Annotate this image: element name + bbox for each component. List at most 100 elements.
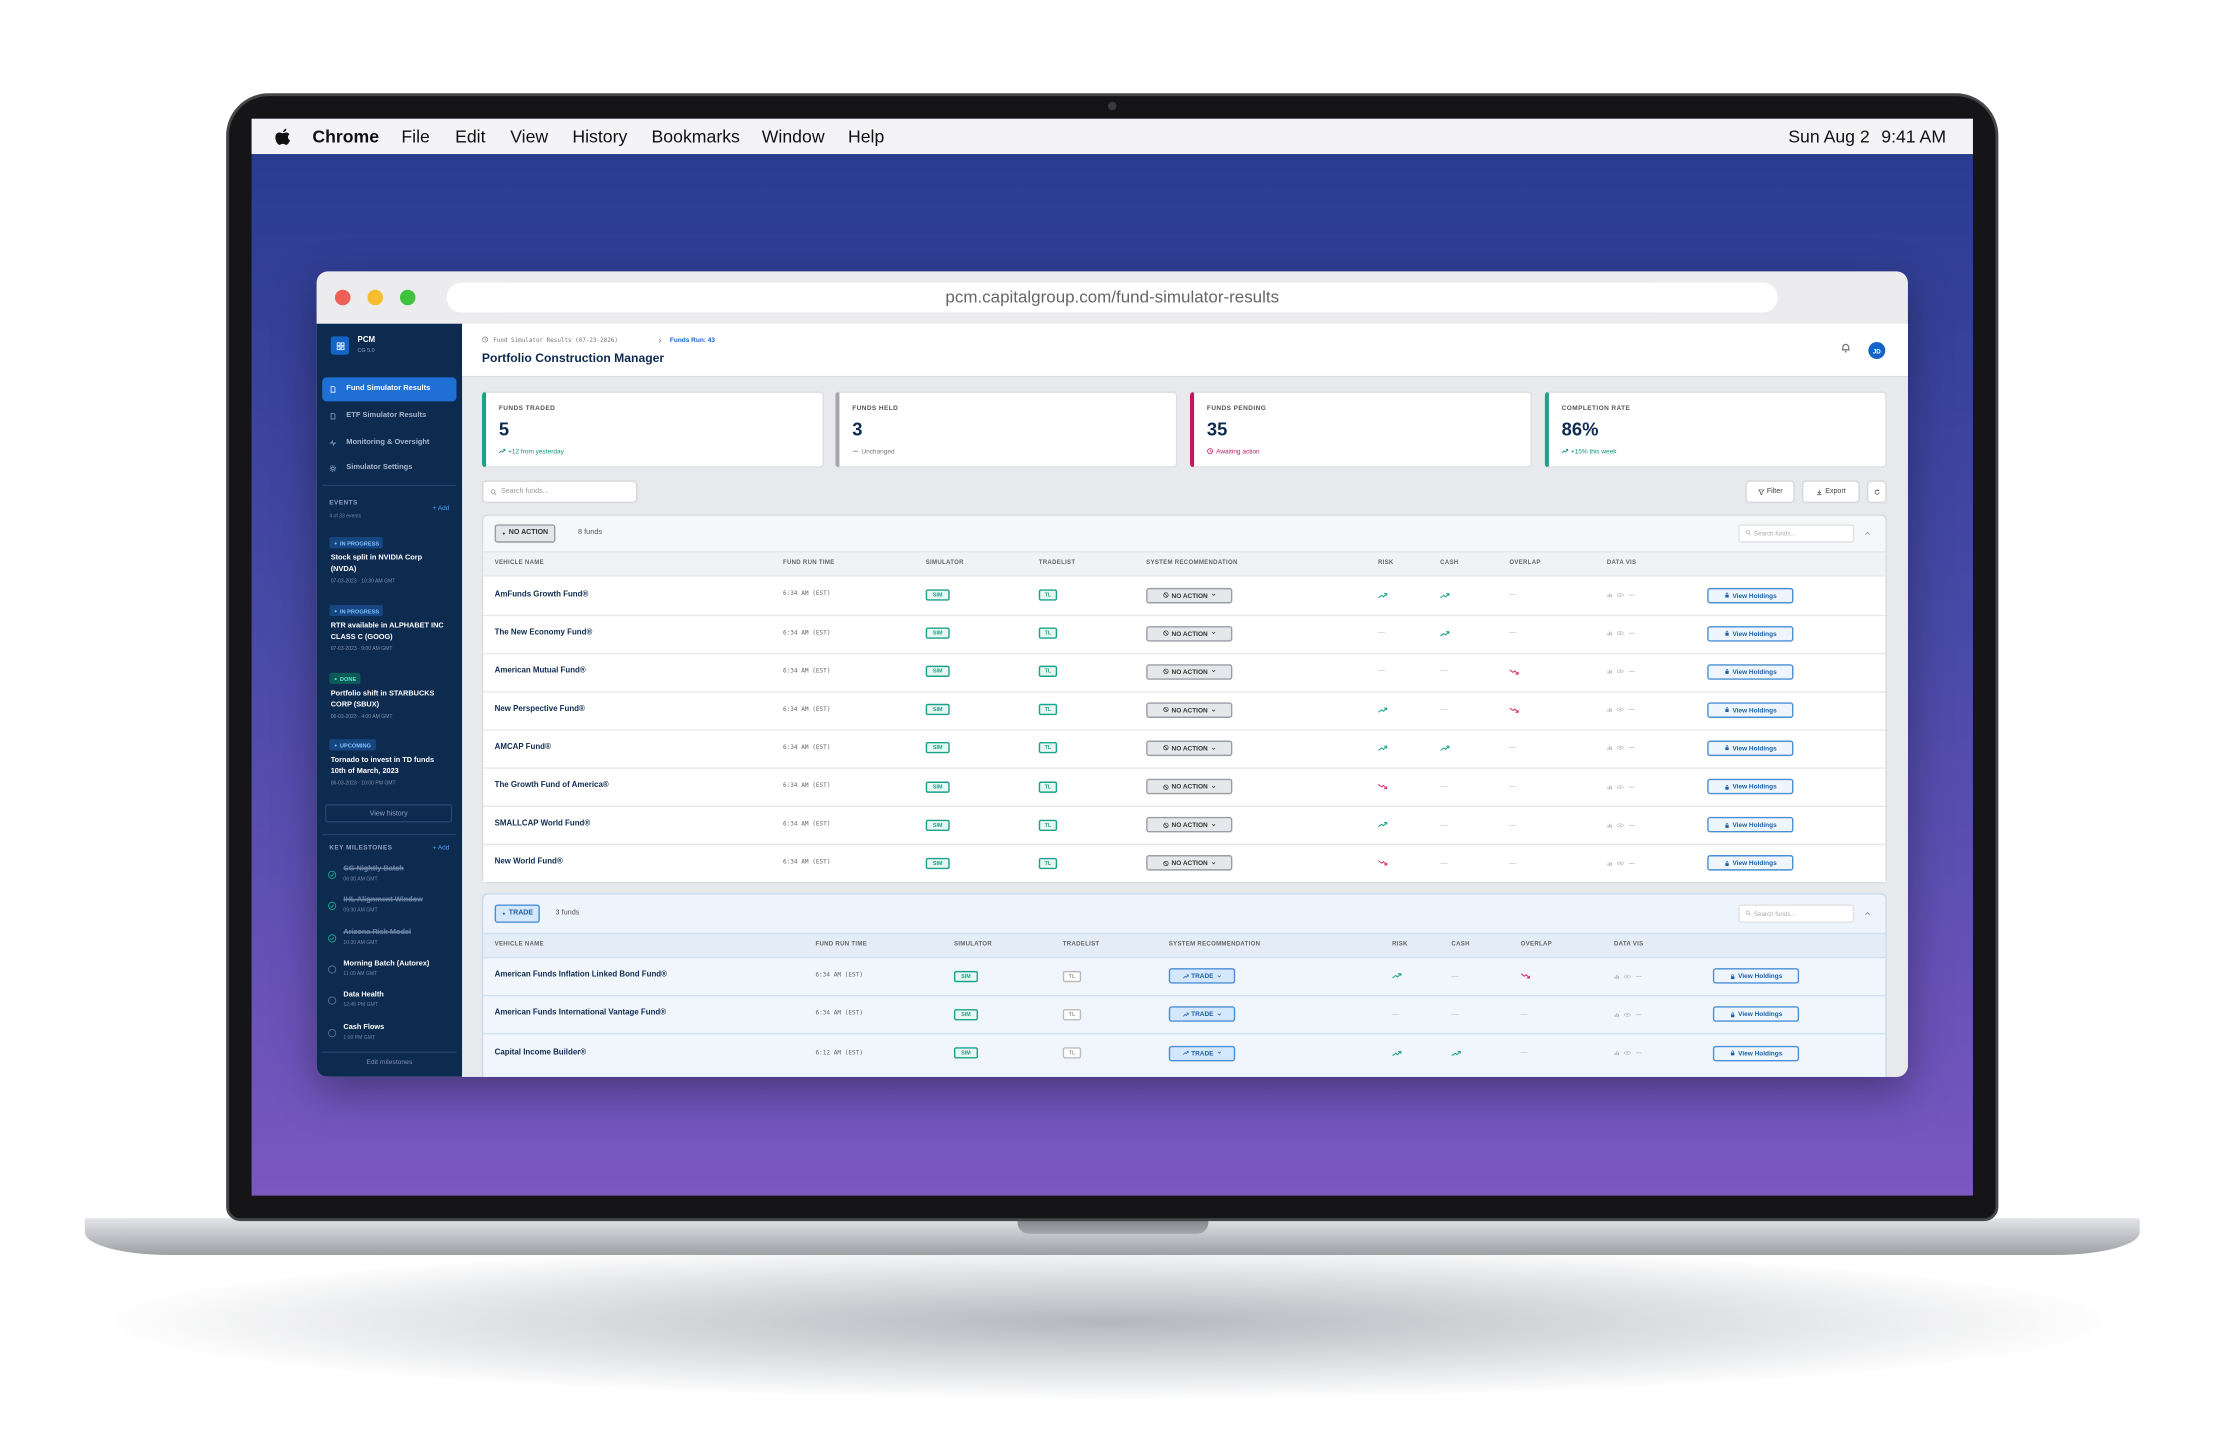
view-holdings[interactable]: View Holdings: [1707, 663, 1794, 680]
nav-active[interactable]: [322, 377, 457, 402]
filter-button[interactable]: Filter: [1745, 480, 1795, 504]
funds-run[interactable]: Funds Run: 43: [669, 335, 715, 344]
view-holdings[interactable]: View Holdings: [1712, 1045, 1800, 1061]
avatar[interactable]: JD: [1868, 342, 1886, 359]
column-header: DATA VIS: [1606, 558, 1637, 566]
risk-trend-part: [1377, 860, 1388, 866]
data-vis-eye-part: [1619, 709, 1622, 711]
lock-icon-part: [1725, 709, 1729, 713]
recommendation[interactable]: NO ACTION: [1146, 855, 1233, 871]
view-holdings[interactable]: View Holdings: [1707, 817, 1794, 833]
window-control[interactable]: [334, 289, 351, 306]
view-holdings[interactable]: View Holdings: [1707, 702, 1794, 718]
nav-item[interactable]: ETF Simulator Results: [346, 410, 427, 420]
milestone-time: 12:45 PM GMT: [343, 1001, 378, 1008]
recommendation[interactable]: TRADE: [1168, 1006, 1236, 1023]
tradelist-chip: TL: [1038, 627, 1058, 639]
menu-item[interactable]: Edit: [455, 126, 486, 147]
data-vis-bars-part: [1609, 669, 1611, 674]
vehicle-name[interactable]: American Funds Inflation Linked Bond Fun…: [494, 971, 667, 980]
vehicle-name[interactable]: Capital Income Builder®: [494, 1048, 587, 1057]
overlap-value: —: [1509, 782, 1517, 791]
vehicle-name[interactable]: SMALLCAP World Fund®: [494, 820, 591, 829]
breadcrumb[interactable]: Fund Simulator Results (07-23-2026): [493, 335, 618, 344]
data-vis-bars-part: [1616, 1012, 1618, 1017]
menu-item[interactable]: History: [572, 126, 628, 147]
vehicle-name[interactable]: American Mutual Fund®: [494, 666, 586, 676]
data-vis-eye-part: [1616, 669, 1624, 674]
vehicle-name[interactable]: The New Economy Fund®: [494, 628, 593, 638]
cash-value: —: [1440, 782, 1448, 791]
breadcrumb-separator-part: [658, 337, 662, 342]
data-vis-bars-part: [1610, 785, 1612, 789]
menu-item[interactable]: File: [401, 126, 430, 147]
events-count: 4 of 33 events: [329, 512, 362, 519]
view-holdings[interactable]: View Holdings: [1712, 1006, 1800, 1023]
data-vis-bars-part: [1610, 671, 1612, 674]
vehicle-name[interactable]: New Perspective Fund®: [494, 705, 585, 714]
vehicle-name[interactable]: American Funds International Vantage Fun…: [494, 1009, 667, 1019]
view-holdings[interactable]: View Holdings: [1707, 778, 1794, 795]
view-holdings[interactable]: View Holdings: [1707, 625, 1794, 642]
recommendation-caret-part: [1211, 593, 1215, 597]
recommendation[interactable]: NO ACTION: [1146, 663, 1233, 680]
milestones-add[interactable]: + Add: [432, 844, 450, 852]
export-button[interactable]: Export: [1801, 480, 1860, 504]
vehicle-name[interactable]: AmFunds Growth Fund®: [494, 590, 589, 599]
stat-value: 3: [852, 418, 863, 440]
search-icon-part: [1748, 913, 1751, 916]
recommendation[interactable]: NO ACTION: [1146, 702, 1233, 718]
vehicle-name[interactable]: New World Fund®: [494, 858, 563, 867]
recommendation[interactable]: NO ACTION: [1146, 778, 1233, 795]
view-holdings[interactable]: View Holdings: [1707, 855, 1794, 871]
breadcrumb-icon: [482, 336, 489, 343]
nav-icon: [329, 464, 337, 472]
vehicle-name[interactable]: The Growth Fund of America®: [494, 781, 609, 791]
view-holdings-text: View Holdings: [1732, 859, 1777, 867]
events-add[interactable]: + Add: [432, 504, 450, 512]
collapse-toggle[interactable]: [1864, 909, 1871, 916]
nav-item[interactable]: Monitoring & Oversight: [346, 437, 430, 447]
search-placeholder: Search funds...: [501, 487, 549, 497]
collapse-toggle[interactable]: [1864, 529, 1871, 536]
menu-app[interactable]: Chrome: [312, 126, 380, 147]
laptop-shadow: [113, 1243, 2106, 1400]
nav-item[interactable]: Simulator Settings: [346, 463, 413, 472]
view-holdings[interactable]: View Holdings: [1707, 587, 1794, 603]
window-control[interactable]: [399, 289, 416, 306]
window-control[interactable]: [367, 289, 383, 306]
url-bar[interactable]: [446, 282, 1778, 313]
view-holdings[interactable]: View Holdings: [1712, 968, 1800, 984]
menu-item[interactable]: Help: [847, 126, 885, 147]
refresh-button[interactable]: [1866, 480, 1887, 504]
group-search[interactable]: Search funds...: [1738, 903, 1855, 923]
view-history[interactable]: View history: [325, 804, 453, 823]
menu-item[interactable]: View: [510, 126, 549, 147]
recommendation[interactable]: TRADE: [1168, 1045, 1236, 1061]
menu-item[interactable]: Window: [761, 126, 825, 147]
run-time: 6:34 AM (EST): [782, 744, 831, 752]
group-header: [483, 894, 1886, 933]
data-vis-bars-part: [1609, 746, 1611, 751]
view-holdings[interactable]: View Holdings: [1707, 740, 1794, 756]
recommendation[interactable]: NO ACTION: [1146, 740, 1233, 756]
edit-milestones[interactable]: Edit milestones: [322, 1057, 456, 1070]
recommendation[interactable]: NO ACTION: [1146, 587, 1233, 603]
nav-item[interactable]: Fund Simulator Results: [346, 384, 431, 393]
tradelist-text: TL: [1044, 821, 1052, 828]
vehicle-name[interactable]: AMCAP Fund®: [494, 743, 551, 752]
nav-icon-part: [329, 464, 337, 472]
column-header: SIMULATOR: [925, 558, 964, 566]
menu-item[interactable]: Bookmarks: [651, 126, 740, 147]
tradelist-chip: TL: [1038, 857, 1058, 869]
search-box[interactable]: Search funds...: [481, 480, 638, 504]
group-search[interactable]: Search funds...: [1738, 523, 1855, 542]
notifications-part: [1842, 343, 1850, 351]
recommendation[interactable]: NO ACTION: [1146, 625, 1233, 642]
recommendation-icon: [1163, 707, 1169, 713]
page-title: Portfolio Construction Manager: [481, 350, 665, 365]
recommendation[interactable]: NO ACTION: [1146, 817, 1233, 833]
notifications[interactable]: [1840, 342, 1851, 353]
recommendation[interactable]: TRADE: [1168, 968, 1236, 984]
overlap-value: —: [1520, 1048, 1528, 1058]
